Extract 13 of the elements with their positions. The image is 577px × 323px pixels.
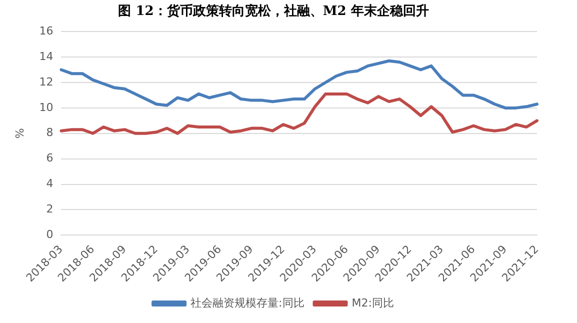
y-tick-label: 10	[39, 100, 54, 114]
y-tick-label: 12	[39, 75, 54, 88]
chart-title: 图 12：货币政策转向宽松，社融、M2 年末企稳回升	[118, 3, 429, 20]
y-tick-label: 0	[46, 228, 54, 242]
y-tick-label: 6	[46, 152, 54, 165]
legend-label: M2:同比	[352, 296, 394, 310]
legend-label: 社会融资规模存量:同比	[190, 296, 304, 310]
y-tick-label: 8	[46, 126, 54, 140]
y-axis-title: %	[13, 128, 26, 139]
y-tick-label: 2	[46, 202, 54, 216]
y-tick-label: 16	[39, 24, 54, 38]
y-tick-label: 14	[39, 50, 54, 63]
y-tick-label: 4	[46, 177, 54, 190]
